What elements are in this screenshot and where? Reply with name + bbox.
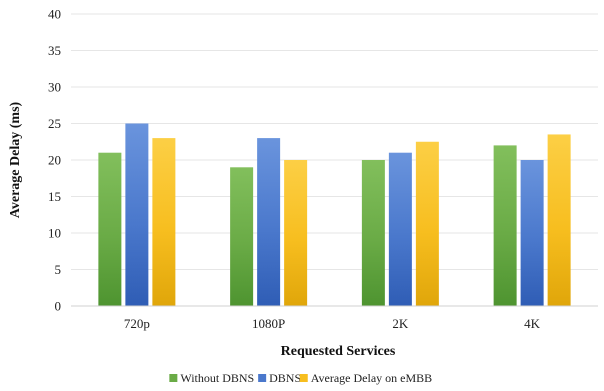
legend-item: Average Delay on eMBB	[299, 371, 432, 385]
x-axis-title: Requested Services	[281, 344, 396, 359]
legend-label: Without DBNS	[180, 371, 254, 385]
x-tick-label: 720p	[124, 316, 150, 331]
legend-item: Without DBNS	[169, 371, 254, 385]
y-tick-label: 30	[48, 80, 61, 95]
y-axis-ticks: 0 5 10 15 20 25 30 35 40	[48, 7, 61, 314]
legend-label: DBNS	[269, 371, 301, 385]
legend-swatch	[169, 374, 178, 382]
bar	[284, 160, 308, 306]
bar	[125, 123, 149, 306]
bar	[415, 141, 439, 306]
bar	[493, 145, 517, 306]
bars	[98, 123, 571, 306]
y-tick-label: 40	[48, 7, 61, 22]
bar	[547, 134, 571, 306]
legend-swatch	[258, 374, 267, 382]
bar	[520, 160, 544, 306]
y-tick-label: 10	[48, 226, 61, 241]
y-tick-label: 20	[48, 153, 61, 168]
y-tick-label: 25	[48, 116, 61, 131]
x-axis-ticks: 720p 1080P 2K 4K	[124, 316, 541, 331]
legend-item: DBNS	[258, 371, 301, 385]
bar	[388, 152, 412, 306]
x-tick-label: 1080P	[252, 316, 285, 331]
gridlines	[71, 13, 598, 270]
bar	[230, 167, 254, 306]
x-tick-label: 2K	[392, 316, 409, 331]
y-tick-label: 0	[55, 299, 62, 314]
y-axis-title: Average Delay (ms)	[8, 101, 23, 218]
legend: Without DBNS DBNS Average Delay on eMBB	[169, 371, 432, 385]
bar	[98, 152, 122, 306]
legend-swatch	[299, 374, 308, 382]
bar	[361, 160, 385, 306]
y-tick-label: 5	[55, 262, 62, 277]
legend-label: Average Delay on eMBB	[311, 371, 432, 385]
x-tick-label: 4K	[524, 316, 541, 331]
bar	[257, 138, 281, 306]
y-tick-label: 15	[48, 189, 61, 204]
bar	[152, 138, 176, 306]
y-tick-label: 35	[48, 43, 61, 58]
